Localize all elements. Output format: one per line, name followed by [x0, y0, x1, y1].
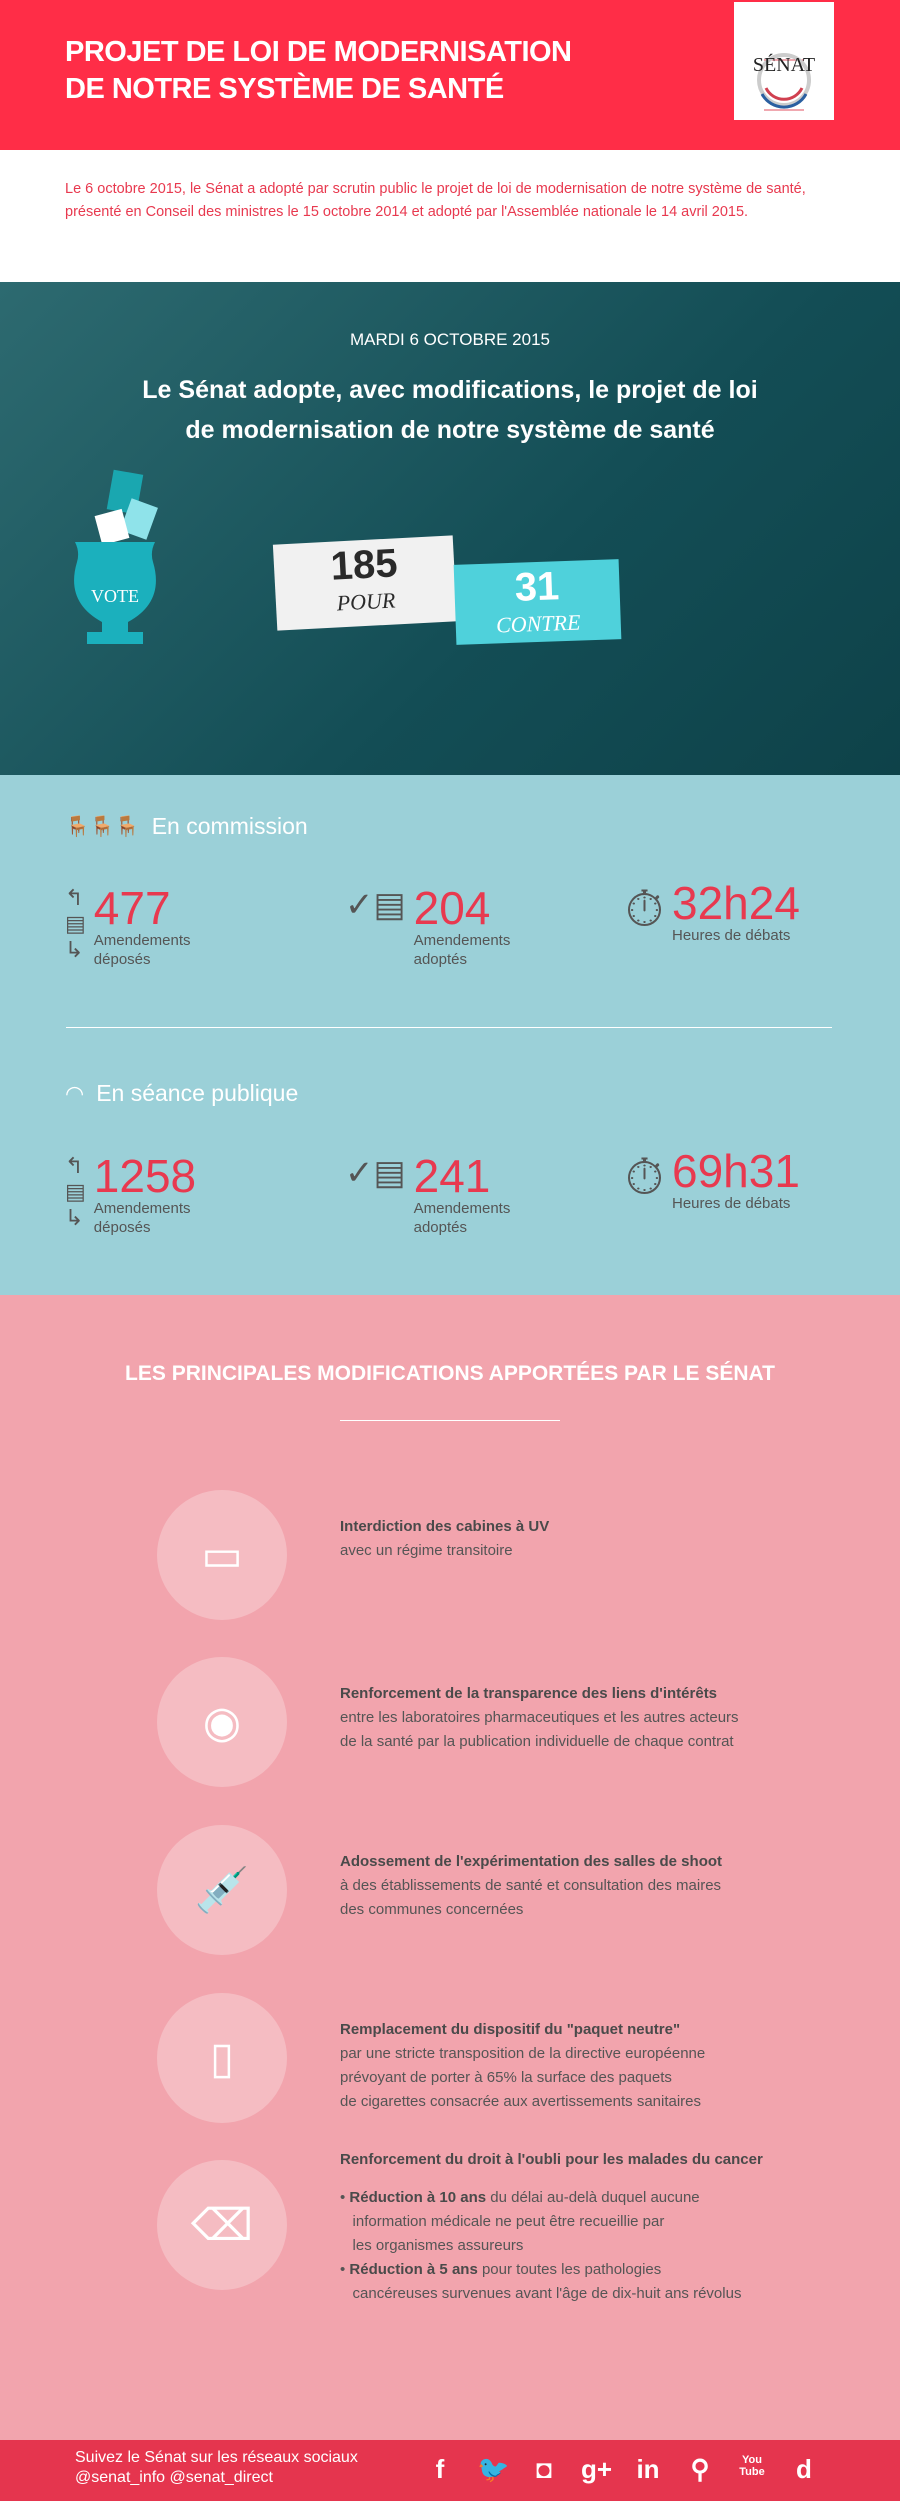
stat-deposes: ↰ ▤ ↳ 477 Amendements déposés [65, 882, 191, 968]
stats-section: 🪑🪑🪑 En commission ↰ ▤ ↳ 477 Amendements déposé… [0, 775, 900, 1295]
modifications-title: LES PRINCIPALES MODIFICATIONS APPORTÉES … [125, 1362, 775, 1385]
amendment-arrows-icon: ↰ ▤ ↳ [65, 1153, 86, 1230]
eye-icon: ◉ [157, 1657, 287, 1787]
ballot-urn-icon: VOTE [74, 469, 158, 644]
stat-deposes: ↰ ▤ ↳ 1258 Amendements déposés [65, 1150, 197, 1236]
logo-rings-icon [757, 53, 811, 111]
modification-item: Renforcement de la transparence des lien… [340, 1685, 739, 1750]
seance-heading: ◠ En séance publique [65, 1080, 299, 1106]
cigarette-pack-icon: ▯ [157, 1993, 287, 2123]
syringe-icon: 💉 [157, 1825, 287, 1955]
contre-count: 31 CONTRE [453, 559, 622, 645]
modification-item: Interdiction des cabines à UV avec un rég… [340, 1518, 550, 1559]
pour-count: 185 POUR [272, 535, 458, 631]
modification-item: Renforcement du droit à l'oubli pour les… [340, 2151, 763, 2302]
vote-section: MARDI 6 OCTOBRE 2015 Le Sénat adopte, av… [0, 282, 900, 775]
eraser-icon: ⌫ [157, 2160, 287, 2290]
divider [66, 1027, 832, 1028]
senat-logo[interactable]: SÉNAT [734, 2, 834, 120]
intro-section: Le 6 octobre 2015, le Sénat a adopté par… [0, 150, 900, 282]
modification-item: Adossement de l'expérimentation des sall… [340, 1853, 723, 1918]
stopwatch-icon: ⏱ [625, 881, 664, 937]
linkedin-icon[interactable]: in [636, 2454, 660, 2484]
footer-text: Suivez le Sénat sur les réseaux sociaux [75, 2449, 358, 2466]
stopwatch-icon: ⏱ [625, 1149, 664, 1205]
svg-text:VOTE: VOTE [91, 586, 139, 606]
vote-headline: Le Sénat adopte, avec modifications, le … [142, 376, 758, 444]
google-plus-icon[interactable]: g+ [581, 2454, 613, 2484]
amendment-arrows-icon: ↰ ▤ ↳ [65, 885, 86, 962]
footer-handles[interactable]: @senat_info @senat_direct [75, 2469, 273, 2486]
facebook-icon[interactable]: f [435, 2454, 445, 2484]
logo-text: SÉNAT [752, 54, 816, 76]
dailymotion-icon[interactable]: d [796, 2454, 812, 2484]
check-document-icon: ✓▤ [345, 886, 406, 924]
page-title: PROJET DE LOI DE MODERNISATION DE NOTRE S… [65, 36, 572, 105]
intro-text: Le 6 octobre 2015, le Sénat a adopté par… [65, 181, 806, 220]
hemicycle-icon: ◠ [65, 1080, 85, 1106]
divider [340, 1420, 560, 1421]
map-pin-icon[interactable]: ⚲ [690, 2454, 710, 2484]
stat-adoptes: ✓▤ 204 Amendements adoptés [345, 882, 511, 968]
footer: Suivez le Sénat sur les réseaux sociaux @… [0, 2440, 900, 2501]
tanning-bed-icon: ▭ [157, 1490, 287, 1620]
stat-adoptes: ✓▤ 241 Amendements adoptés [345, 1150, 511, 1236]
stat-heures: ⏱ 32h24 Heures de débats [625, 877, 800, 944]
social-links: f 🐦 ◘ g+ in ⚲ You Tube d [425, 2454, 819, 2485]
instagram-icon[interactable]: ◘ [536, 2454, 552, 2484]
youtube-icon[interactable]: You Tube [739, 2454, 765, 2478]
check-document-icon: ✓▤ [345, 1154, 406, 1192]
twitter-icon[interactable]: 🐦 [477, 2454, 510, 2484]
committee-people-icon: 🪑🪑🪑 [65, 816, 140, 838]
stat-heures: ⏱ 69h31 Heures de débats [625, 1145, 800, 1212]
commission-heading: 🪑🪑🪑 En commission [65, 813, 308, 839]
vote-date: MARDI 6 OCTOBRE 2015 [350, 330, 550, 349]
modification-item: Remplacement du dispositif du "paquet ne… [340, 2021, 706, 2110]
header: PROJET DE LOI DE MODERNISATION DE NOTRE S… [0, 0, 900, 150]
